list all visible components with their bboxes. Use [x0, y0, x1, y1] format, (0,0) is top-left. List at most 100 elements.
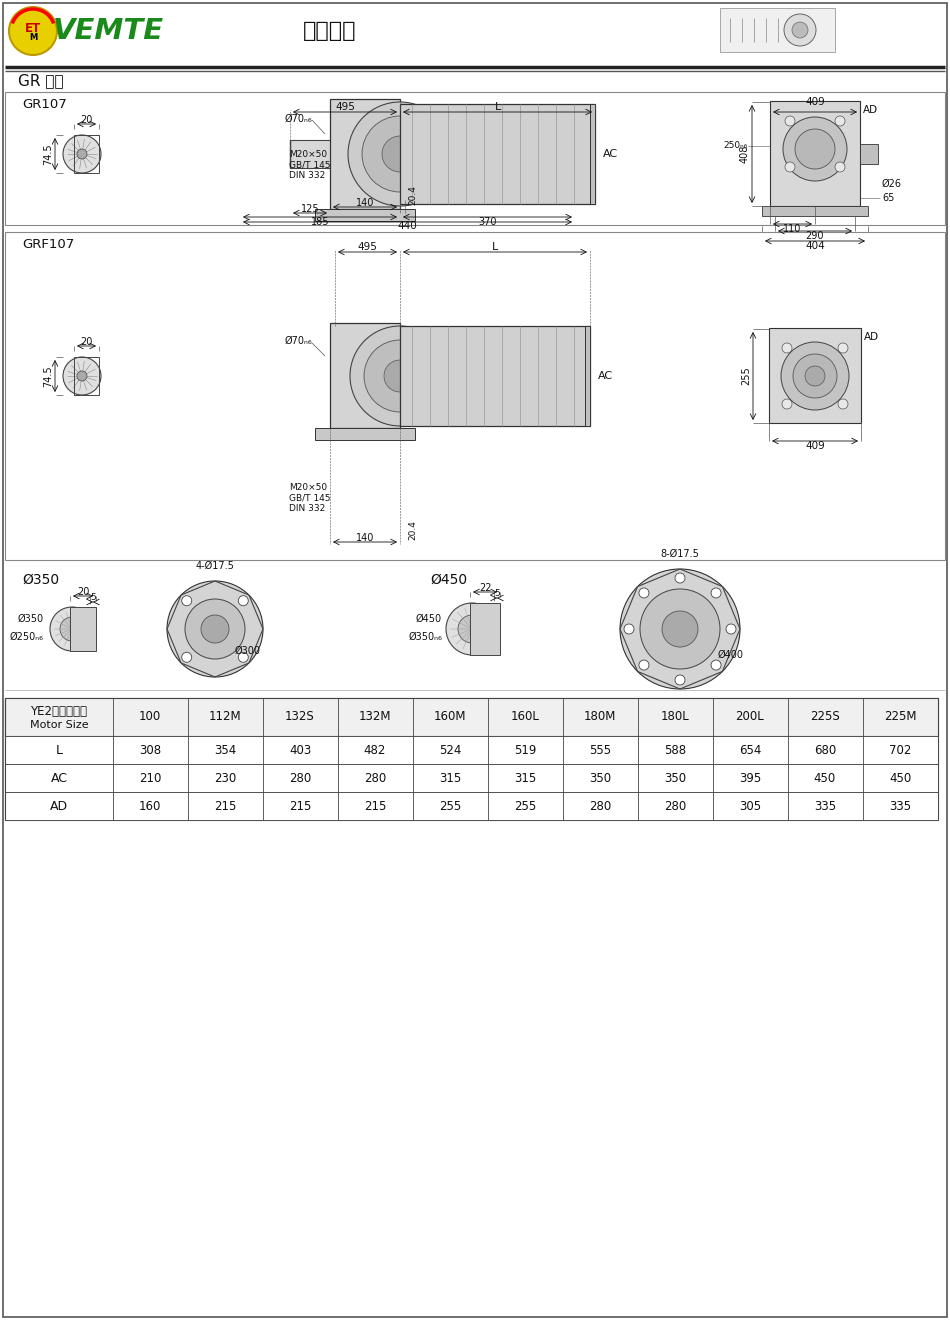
Circle shape: [793, 354, 837, 399]
Text: 160M: 160M: [434, 710, 466, 723]
Text: 350: 350: [664, 771, 686, 784]
Text: 395: 395: [739, 771, 761, 784]
Circle shape: [620, 569, 740, 689]
Text: 110: 110: [784, 224, 802, 234]
Bar: [400, 326, 590, 426]
Text: 409: 409: [806, 441, 825, 451]
Bar: [5, 698, 938, 820]
Circle shape: [675, 573, 685, 583]
Circle shape: [185, 599, 245, 659]
Text: 255: 255: [741, 367, 751, 385]
Text: 160L: 160L: [510, 710, 540, 723]
Circle shape: [77, 149, 87, 158]
Text: 370: 370: [478, 216, 497, 227]
Circle shape: [805, 366, 825, 385]
Text: 74.5: 74.5: [43, 366, 53, 387]
Circle shape: [662, 611, 698, 647]
Text: 588: 588: [664, 743, 686, 756]
Text: 100: 100: [139, 710, 162, 723]
Bar: [860, 144, 878, 164]
Bar: [74, 135, 99, 173]
Circle shape: [238, 652, 248, 663]
Circle shape: [446, 603, 498, 655]
Bar: [5, 92, 945, 224]
Text: Ø70ₙ₆: Ø70ₙ₆: [284, 114, 312, 124]
Text: 524: 524: [439, 743, 461, 756]
Text: Ø70ₙ₆: Ø70ₙ₆: [284, 337, 312, 346]
Circle shape: [783, 117, 847, 181]
Text: 112M: 112M: [209, 710, 241, 723]
Text: GR107: GR107: [22, 99, 66, 111]
Text: ET: ET: [25, 21, 41, 34]
Text: 215: 215: [364, 800, 387, 813]
Circle shape: [639, 660, 649, 671]
Bar: [5, 232, 945, 560]
Text: 680: 680: [814, 743, 836, 756]
Circle shape: [838, 343, 848, 352]
Circle shape: [624, 624, 634, 634]
Text: 225M: 225M: [884, 710, 916, 723]
Bar: [315, 428, 415, 440]
Circle shape: [9, 7, 57, 55]
Circle shape: [350, 326, 450, 426]
Text: 减速电机: 减速电机: [303, 21, 357, 41]
Text: 140: 140: [356, 198, 374, 209]
Text: 702: 702: [889, 743, 911, 756]
Text: Ø350: Ø350: [22, 573, 59, 587]
Bar: [5, 764, 938, 792]
Text: AC: AC: [603, 149, 618, 158]
Text: 404: 404: [806, 242, 825, 251]
Circle shape: [181, 652, 192, 663]
Bar: [74, 356, 99, 395]
Text: 8-Ø17.5: 8-Ø17.5: [660, 549, 699, 558]
Text: 450: 450: [814, 771, 836, 784]
Text: Motor Size: Motor Size: [29, 721, 88, 730]
Text: 180M: 180M: [584, 710, 617, 723]
Bar: [470, 603, 500, 655]
Text: 409: 409: [806, 96, 825, 107]
Text: 305: 305: [739, 800, 761, 813]
Bar: [330, 323, 400, 428]
Text: Ø350: Ø350: [18, 614, 44, 624]
Circle shape: [835, 162, 845, 172]
Bar: [330, 99, 400, 209]
Text: 20: 20: [81, 115, 93, 125]
Circle shape: [348, 102, 452, 206]
Text: 440: 440: [398, 220, 417, 231]
Text: 125: 125: [301, 205, 319, 214]
Text: 255: 255: [439, 800, 461, 813]
Text: 280: 280: [664, 800, 686, 813]
Text: 450: 450: [889, 771, 911, 784]
Text: L: L: [55, 743, 63, 756]
Text: M20×50
GB/T 145
DIN 332: M20×50 GB/T 145 DIN 332: [289, 150, 331, 180]
Text: M: M: [28, 33, 37, 41]
Text: 315: 315: [439, 771, 461, 784]
Circle shape: [63, 135, 101, 173]
Circle shape: [785, 116, 795, 125]
Text: AC: AC: [50, 771, 67, 784]
Circle shape: [181, 595, 192, 606]
Text: 315: 315: [514, 771, 536, 784]
Bar: [769, 327, 861, 422]
Text: Ø450: Ø450: [430, 573, 467, 587]
Bar: [400, 104, 595, 205]
Circle shape: [167, 581, 263, 677]
Text: 354: 354: [214, 743, 237, 756]
Text: Ø450: Ø450: [416, 614, 442, 624]
Circle shape: [50, 607, 94, 651]
Text: 160: 160: [139, 800, 162, 813]
Text: 225S: 225S: [810, 710, 840, 723]
Circle shape: [835, 116, 845, 125]
Text: Ø300: Ø300: [235, 645, 261, 656]
Bar: [290, 140, 365, 168]
Text: 250ₙ₆: 250ₙ₆: [724, 141, 748, 150]
Text: 408: 408: [740, 145, 750, 164]
Text: M20×50
GB/T 145
DIN 332: M20×50 GB/T 145 DIN 332: [289, 483, 331, 513]
Circle shape: [795, 129, 835, 169]
Text: 74.5: 74.5: [43, 143, 53, 165]
Text: 185: 185: [311, 216, 330, 227]
Text: 555: 555: [589, 743, 611, 756]
Text: GRF107: GRF107: [22, 239, 74, 252]
Text: 5: 5: [90, 594, 96, 602]
Text: GR 系列: GR 系列: [18, 74, 64, 88]
